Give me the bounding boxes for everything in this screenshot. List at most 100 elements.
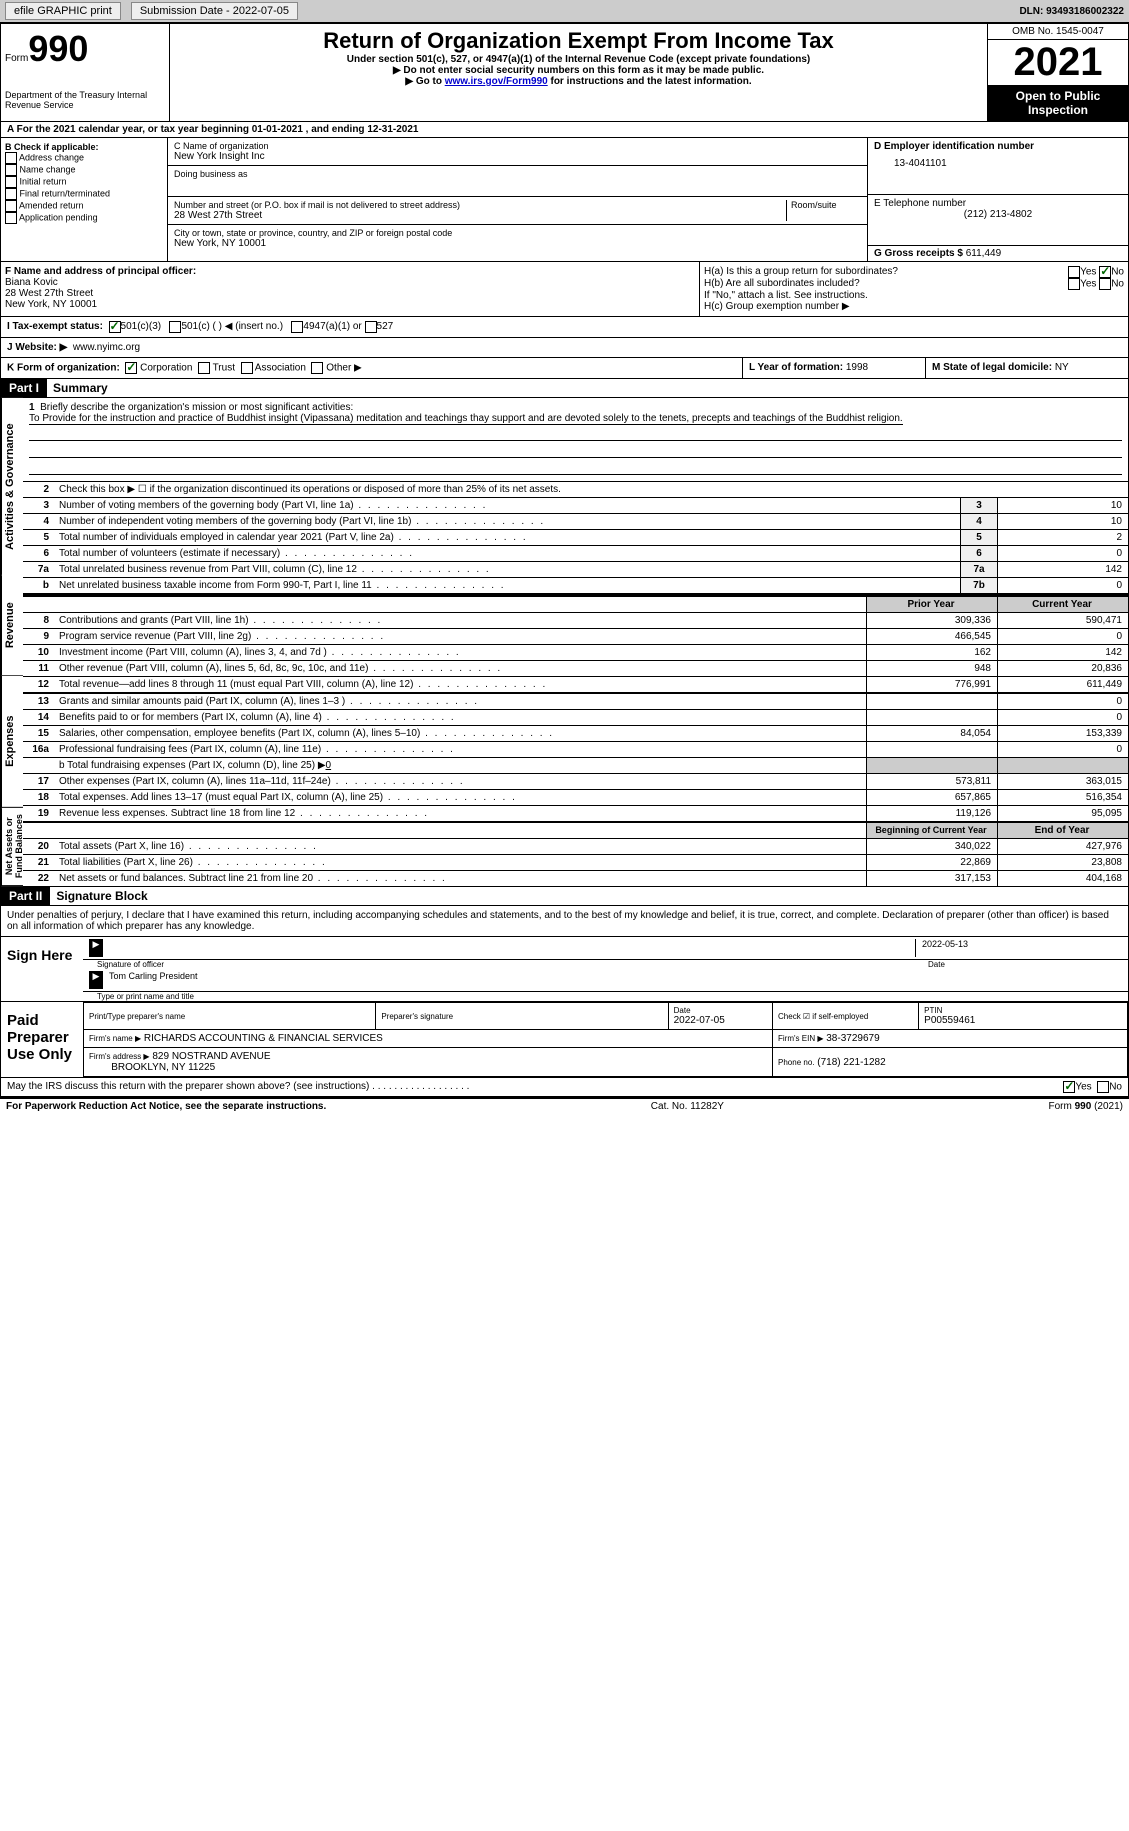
row-k: K Form of organization: Corporation Trus…	[0, 358, 1129, 379]
table-row: 20Total assets (Part X, line 16)340,0224…	[23, 839, 1128, 855]
dba-label: Doing business as	[174, 169, 861, 179]
opt-amended-return[interactable]: Amended return	[19, 200, 84, 210]
table-row: 6Total number of volunteers (estimate if…	[23, 546, 1128, 562]
column-d: D Employer identification number 13-4041…	[868, 138, 1128, 261]
table-row: 5Total number of individuals employed in…	[23, 530, 1128, 546]
officer-name-title: Tom Carling President	[103, 971, 1122, 989]
rev-table: Prior Year Current Year 8Contributions a…	[23, 593, 1128, 692]
table-row: 18Total expenses. Add lines 13–17 (must …	[23, 790, 1128, 806]
officer-addr1: 28 West 27th Street	[5, 288, 695, 299]
org-address: 28 West 27th Street	[174, 210, 782, 221]
sign-here-label: Sign Here	[1, 937, 83, 1001]
irs-link[interactable]: www.irs.gov/Form990	[445, 76, 548, 87]
signature-block: Under penalties of perjury, I declare th…	[0, 906, 1129, 1097]
addr-label: Number and street (or P.O. box if mail i…	[174, 200, 782, 210]
cat-no: Cat. No. 11282Y	[651, 1101, 724, 1112]
opt-final-return[interactable]: Final return/terminated	[20, 188, 111, 198]
main-title: Return of Organization Exempt From Incom…	[174, 28, 983, 54]
section-bcd: B Check if applicable: Address change Na…	[0, 138, 1129, 262]
vert-expenses: Expenses	[1, 676, 23, 808]
website-label: J Website: ▶	[7, 342, 67, 353]
table-row: 11Other revenue (Part VIII, column (A), …	[23, 661, 1128, 677]
tel-value: (212) 213-4802	[874, 209, 1122, 220]
table-row: 16aProfessional fundraising fees (Part I…	[23, 742, 1128, 758]
vert-activities: Activities & Governance	[1, 398, 23, 575]
perjury-text: Under penalties of perjury, I declare th…	[1, 906, 1128, 937]
form-header: Form990 Department of the Treasury Inter…	[0, 23, 1129, 122]
tel-label: E Telephone number	[874, 198, 1122, 209]
sig-officer-line	[103, 939, 916, 957]
dln-label: DLN: 93493186002322	[1019, 6, 1124, 17]
table-row: 8Contributions and grants (Part VIII, li…	[23, 613, 1128, 629]
table-row: bNet unrelated business taxable income f…	[23, 578, 1128, 594]
table-row: 17Other expenses (Part IX, column (A), l…	[23, 774, 1128, 790]
net-table: Beginning of Current Year End of Year 20…	[23, 821, 1128, 886]
part-1-header: Part I Summary	[0, 379, 1129, 398]
preparer-table: Print/Type preparer's name Preparer's si…	[83, 1002, 1128, 1077]
table-row: 7aTotal unrelated business revenue from …	[23, 562, 1128, 578]
ein-label: D Employer identification number	[874, 141, 1034, 152]
row-fh: F Name and address of principal officer:…	[0, 262, 1129, 317]
website-value: www.nyimc.org	[73, 342, 140, 353]
subtitle-1: Under section 501(c), 527, or 4947(a)(1)…	[174, 54, 983, 65]
exp-table: 13Grants and similar amounts paid (Part …	[23, 692, 1128, 821]
city-label: City or town, state or province, country…	[174, 228, 861, 238]
form-990-label: 990	[28, 28, 88, 69]
row-i: I Tax-exempt status: 501(c)(3) 501(c) ( …	[0, 317, 1129, 338]
paperwork-notice: For Paperwork Reduction Act Notice, see …	[6, 1101, 326, 1112]
omb-number: OMB No. 1545-0047	[988, 24, 1128, 40]
gross-label: G Gross receipts $	[874, 248, 963, 259]
room-label: Room/suite	[787, 200, 861, 221]
gov-table: 2Check this box ▶ ☐ if the organization …	[23, 481, 1128, 593]
opt-address-change[interactable]: Address change	[19, 152, 84, 162]
subtitle-3: ▶ Go to www.irs.gov/Form990 for instruct…	[174, 76, 983, 87]
table-row: 9Program service revenue (Part VIII, lin…	[23, 629, 1128, 645]
officer-addr2: New York, NY 10001	[5, 299, 695, 310]
section-a: A For the 2021 calendar year, or tax yea…	[0, 122, 1129, 138]
dept-label: Department of the Treasury Internal Reve…	[5, 90, 165, 110]
vert-revenue: Revenue	[1, 575, 23, 676]
paid-preparer-label: Paid Preparer Use Only	[1, 1002, 83, 1077]
hc-label: H(c) Group exemption number ▶	[704, 301, 1124, 312]
hb-label: H(b) Are all subordinates included?	[704, 278, 860, 290]
column-c: C Name of organization New York Insight …	[168, 138, 868, 261]
table-row: 4Number of independent voting members of…	[23, 514, 1128, 530]
org-name: New York Insight Inc	[174, 151, 861, 162]
footer: For Paperwork Reduction Act Notice, see …	[0, 1097, 1129, 1114]
ein-value: 13-4041101	[874, 152, 1122, 169]
table-row: 22Net assets or fund balances. Subtract …	[23, 871, 1128, 887]
officer-name: Biana Kovic	[5, 277, 695, 288]
table-row: 3Number of voting members of the governi…	[23, 498, 1128, 514]
part-2-header: Part II Signature Block	[0, 887, 1129, 906]
row-j: J Website: ▶ www.nyimc.org	[0, 338, 1129, 358]
table-row: 19Revenue less expenses. Subtract line 1…	[23, 806, 1128, 822]
column-b: B Check if applicable: Address change Na…	[1, 138, 168, 261]
table-row: 13Grants and similar amounts paid (Part …	[23, 693, 1128, 710]
submission-date-button[interactable]: Submission Date - 2022-07-05	[131, 2, 298, 20]
ha-label: H(a) Is this a group return for subordin…	[704, 266, 898, 278]
hb-note: If "No," attach a list. See instructions…	[704, 290, 1124, 301]
title-box: Return of Organization Exempt From Incom…	[170, 24, 988, 121]
opt-initial-return[interactable]: Initial return	[20, 176, 67, 186]
year-box: OMB No. 1545-0047 2021 Open to Public In…	[988, 24, 1128, 121]
efile-button[interactable]: efile GRAPHIC print	[5, 2, 121, 20]
subtitle-2: ▶ Do not enter social security numbers o…	[174, 65, 983, 76]
form-number-box: Form990 Department of the Treasury Inter…	[1, 24, 170, 121]
table-row: 14Benefits paid to or for members (Part …	[23, 710, 1128, 726]
officer-label: F Name and address of principal officer:	[5, 266, 196, 277]
org-name-label: C Name of organization	[174, 141, 861, 151]
mission-text: To Provide for the instruction and pract…	[29, 413, 903, 425]
opt-name-change[interactable]: Name change	[20, 164, 76, 174]
tax-year: 2021	[988, 40, 1128, 85]
table-row: 10Investment income (Part VIII, column (…	[23, 645, 1128, 661]
vert-netassets: Net Assets or Fund Balances	[1, 808, 23, 886]
org-city: New York, NY 10001	[174, 238, 861, 249]
line1-label: Briefly describe the organization's miss…	[40, 402, 353, 413]
opt-application-pending[interactable]: Application pending	[19, 212, 98, 222]
gross-value: 611,449	[966, 248, 1001, 259]
may-irs-row: May the IRS discuss this return with the…	[1, 1077, 1128, 1096]
part-1-body: Activities & Governance Revenue Expenses…	[0, 398, 1129, 887]
open-public-label: Open to Public Inspection	[988, 85, 1128, 121]
form-footer: Form 990 (2021)	[1049, 1101, 1123, 1112]
table-row: 15Salaries, other compensation, employee…	[23, 726, 1128, 742]
